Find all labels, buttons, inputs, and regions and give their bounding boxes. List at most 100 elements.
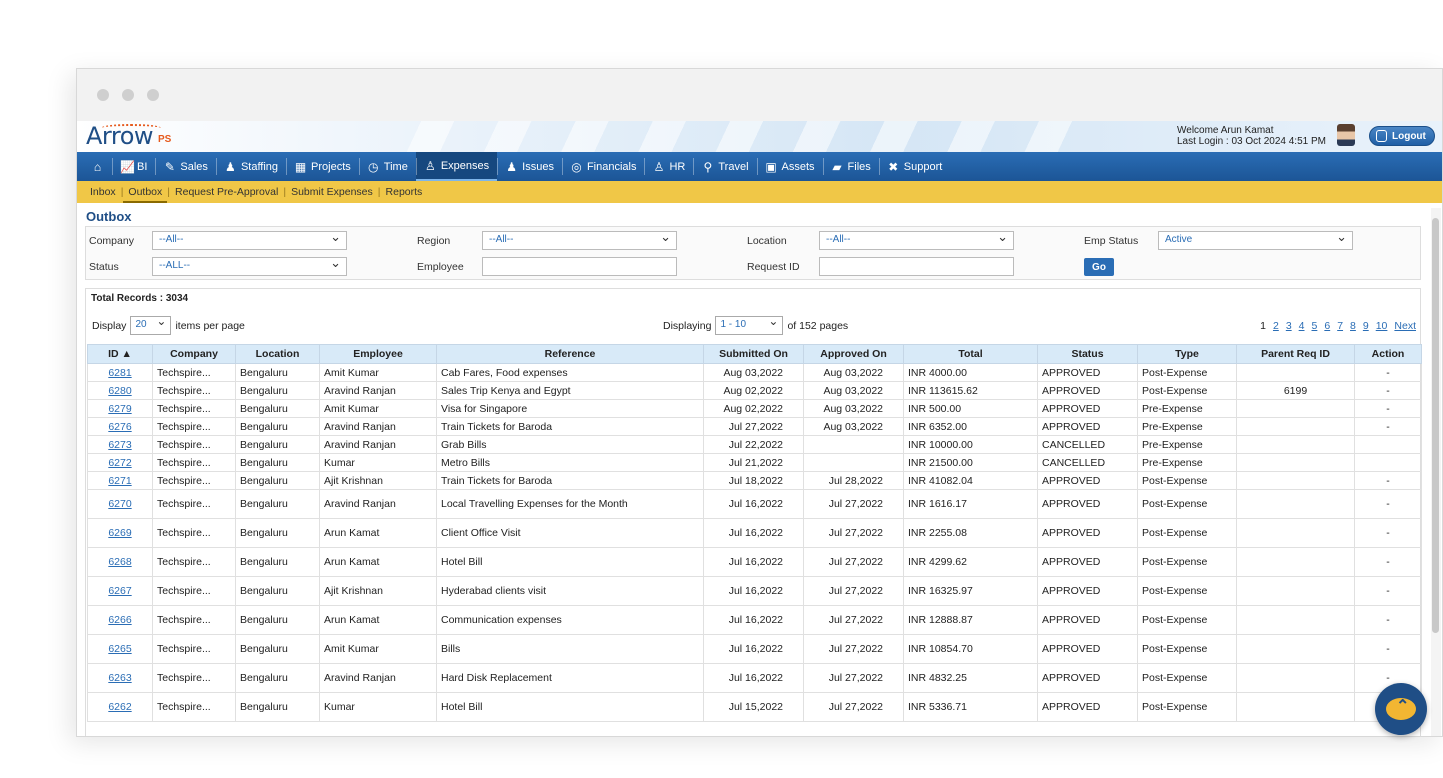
subnav-item-outbox[interactable]: Outbox <box>123 181 168 203</box>
request-id-link[interactable]: 6271 <box>108 474 132 487</box>
request-id-link[interactable]: 6279 <box>108 402 132 415</box>
table-cell: - <box>1354 547 1422 577</box>
page-link[interactable]: 10 <box>1375 320 1388 332</box>
table-cell: Post-Expense <box>1137 363 1237 382</box>
nav-item-issues[interactable]: ♟ Issues <box>497 152 562 181</box>
table-row[interactable]: 6270 Techspire... Bengaluru Aravind Ranjan L… <box>87 489 1422 519</box>
go-button[interactable]: Go <box>1084 258 1114 276</box>
scrollbar-thumb[interactable] <box>1432 218 1439 633</box>
table-cell: Bengaluru <box>235 576 320 606</box>
page-link[interactable]: 5 <box>1311 320 1318 332</box>
table-cell: INR 16325.97 <box>903 576 1038 606</box>
table-cell <box>1236 663 1355 693</box>
table-cell: Jul 22,2022 <box>703 435 804 454</box>
table-row[interactable]: 6280 Techspire... Bengaluru Aravind Ranjan S… <box>87 381 1422 400</box>
table-row[interactable]: 6263 Techspire... Bengaluru Aravind Ranjan H… <box>87 663 1422 693</box>
nav-item-bi[interactable]: 📈 BI <box>112 152 155 181</box>
page-range-select[interactable]: 1 - 10 <box>715 314 784 335</box>
logout-button[interactable]: Logout <box>1369 126 1435 146</box>
table-row[interactable]: 6279 Techspire... Bengaluru Amit Kumar Visa … <box>87 399 1422 418</box>
request-id-link[interactable]: 6263 <box>108 672 132 684</box>
request-id-link[interactable]: 6265 <box>108 643 132 655</box>
region-select[interactable]: --All-- <box>482 229 677 250</box>
page-link[interactable]: 3 <box>1285 320 1292 332</box>
subnav-item-reports[interactable]: Reports <box>385 186 423 198</box>
page-link[interactable]: 7 <box>1337 320 1344 332</box>
table-cell: Amit Kumar <box>319 399 437 418</box>
request-id-link[interactable]: 6273 <box>108 438 132 451</box>
column-header[interactable]: ID ▲ <box>87 344 153 364</box>
nav-item-label: Issues <box>522 160 554 173</box>
page-link[interactable]: 6 <box>1324 320 1331 332</box>
table-cell: 6279 <box>87 399 153 418</box>
request-id-link[interactable]: 6281 <box>108 366 132 379</box>
request-id-link[interactable]: 6272 <box>108 456 132 469</box>
request-id-link[interactable]: 6262 <box>108 701 132 713</box>
nav-item-time[interactable]: ◷ Time <box>358 152 416 181</box>
table-cell: Aug 02,2022 <box>703 381 804 400</box>
nav-item-projects[interactable]: ▦ Projects <box>286 152 359 181</box>
nav-item-assets[interactable]: ▣ Assets <box>756 152 823 181</box>
next-page-link[interactable]: Next <box>1394 320 1416 332</box>
request-id-link[interactable]: 6270 <box>108 498 132 510</box>
emp-status-select[interactable]: Active <box>1158 229 1353 250</box>
nav-item-files[interactable]: ▰ Files <box>822 152 879 181</box>
nav-item-label: Time <box>383 160 408 173</box>
table-row[interactable]: 6267 Techspire... Bengaluru Ajit Krishnan Hy… <box>87 576 1422 606</box>
table-row[interactable]: 6281 Techspire... Bengaluru Amit Kumar Cab F… <box>87 363 1422 382</box>
subnav-item-inbox[interactable]: Inbox <box>90 186 116 198</box>
nav-item-sales[interactable]: ✎ Sales <box>155 152 216 181</box>
nav-item-staffing[interactable]: ♟ Staffing <box>215 152 286 181</box>
request-id-link[interactable]: 6280 <box>108 384 132 397</box>
request-id-link[interactable]: 6267 <box>108 585 132 597</box>
vertical-scrollbar[interactable] <box>1431 208 1441 736</box>
request-id-input[interactable] <box>819 257 1014 276</box>
table-cell: Techspire... <box>152 547 236 577</box>
subnav-item-request-pre-approval[interactable]: Request Pre-Approval <box>175 186 279 198</box>
table-row[interactable]: 6269 Techspire... Bengaluru Arun Kamat Clien… <box>87 518 1422 548</box>
nav-item-support[interactable]: ✖ Support <box>878 152 951 181</box>
table-row[interactable]: 6268 Techspire... Bengaluru Arun Kamat Hotel… <box>87 547 1422 577</box>
window-dot-2[interactable] <box>122 89 134 101</box>
nav-item-label: Staffing <box>240 160 279 173</box>
subnav-item-submit-expenses[interactable]: Submit Expenses <box>291 186 373 198</box>
table-cell: Aug 02,2022 <box>703 399 804 418</box>
table-cell: Techspire... <box>152 692 236 722</box>
employee-input[interactable] <box>482 257 677 276</box>
nav-item-home[interactable]: ⌂ <box>83 152 112 181</box>
table-row[interactable]: 6272 Techspire... Bengaluru Kumar Metro Bill… <box>87 453 1422 472</box>
nav-item-expenses[interactable]: ♙ Expenses <box>415 152 498 181</box>
window-dot-3[interactable] <box>147 89 159 101</box>
chat-widget-button[interactable] <box>1375 683 1427 735</box>
table-row[interactable]: 6273 Techspire... Bengaluru Aravind Ranjan G… <box>87 435 1422 454</box>
nav-item-financials[interactable]: ◎ Financials <box>561 152 645 181</box>
table-cell: Jul 27,2022 <box>703 417 804 436</box>
page-link[interactable]: 8 <box>1350 320 1356 332</box>
table-row[interactable]: 6271 Techspire... Bengaluru Ajit Krishnan Tr… <box>87 471 1422 490</box>
request-id-link[interactable]: 6266 <box>108 614 132 626</box>
page-link[interactable]: 4 <box>1298 320 1305 332</box>
column-header: Action <box>1354 344 1422 364</box>
table-row[interactable]: 6276 Techspire... Bengaluru Aravind Ranjan T… <box>87 417 1422 436</box>
table-cell: APPROVED <box>1037 576 1138 606</box>
request-id-link[interactable]: 6269 <box>108 527 132 539</box>
table-row[interactable]: 6266 Techspire... Bengaluru Arun Kamat Commu… <box>87 605 1422 635</box>
page-size-select[interactable]: 20 <box>130 314 172 335</box>
nav-item-travel[interactable]: ⚲ Travel <box>693 152 756 181</box>
window-dot-1[interactable] <box>97 89 109 101</box>
table-row[interactable]: 6265 Techspire... Bengaluru Amit Kumar Bills… <box>87 634 1422 664</box>
page-link[interactable]: 2 <box>1272 320 1279 332</box>
column-header: Approved On <box>803 344 904 364</box>
table-row[interactable]: 6262 Techspire... Bengaluru Kumar Hotel Bill… <box>87 692 1422 722</box>
table-cell: 6266 <box>87 605 153 635</box>
company-select[interactable]: --All-- <box>152 229 347 250</box>
request-id-link[interactable]: 6268 <box>108 556 132 568</box>
subnav-separator: | <box>377 186 381 198</box>
nav-item-hr[interactable]: ♙ HR <box>644 152 693 181</box>
avatar[interactable] <box>1337 124 1355 146</box>
page-link[interactable]: 9 <box>1362 320 1369 332</box>
logo[interactable]: Arrow <box>86 122 154 150</box>
status-select[interactable]: --ALL-- <box>152 255 347 276</box>
location-select[interactable]: --All-- <box>819 229 1014 250</box>
request-id-link[interactable]: 6276 <box>108 420 132 433</box>
